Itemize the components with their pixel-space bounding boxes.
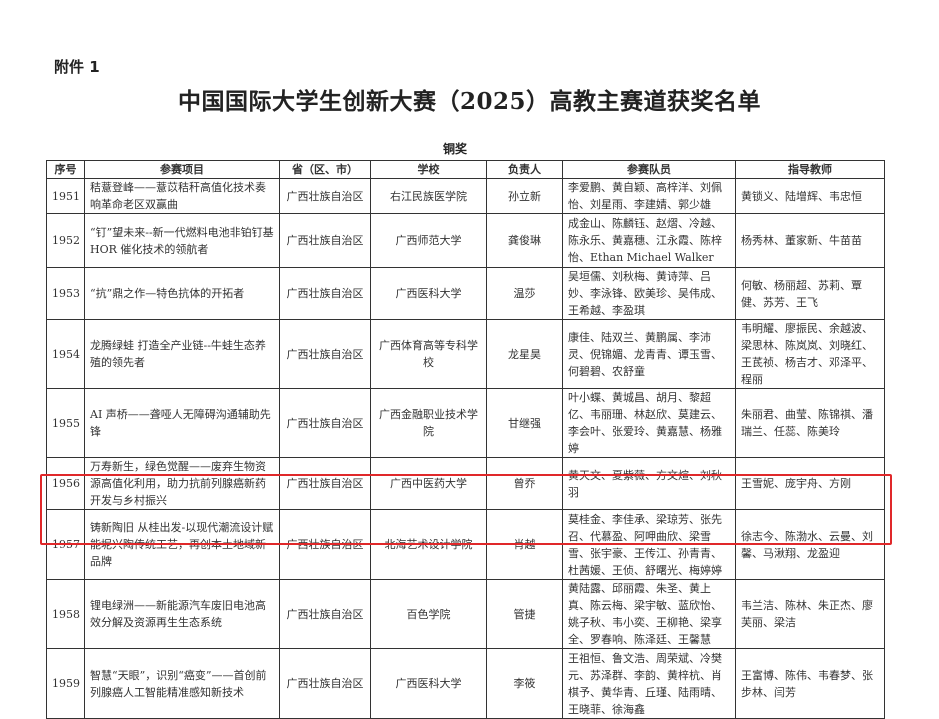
cell-no: 1955 bbox=[46, 388, 85, 458]
table-row: 1956 万寿新生，绿色觉醒——废弃生物资源高值化利用，助力抗前列腺癌新药开发与乡… bbox=[46, 457, 885, 510]
cell-leader: 龚俊琳 bbox=[486, 213, 563, 268]
cell-leader: 李筱 bbox=[486, 648, 563, 719]
cell-school: 广西医科大学 bbox=[370, 267, 487, 320]
cell-members: 吴垣儒、刘秋梅、黄诗萍、吕妙、李泳锋、欧美珍、吴伟成、王希越、李盈琪 bbox=[562, 267, 736, 320]
cell-no: 1956 bbox=[46, 457, 85, 510]
cell-no: 1953 bbox=[46, 267, 85, 320]
cell-teachers: 韦明耀、廖振民、余越波、梁思林、陈岚岚、刘晓红、王茋祯、杨吉才、邓泽平、程丽 bbox=[735, 319, 885, 389]
table-row: 1959 智慧“天眼”，识别“癌变”——首创前列腺癌人工智能精准感知新技术 广西壮族… bbox=[46, 648, 885, 719]
table-row: 1953 “抗”鼎之作—特色抗体的开拓者 广西壮族自治区 广西医科大学 温莎 吴垣儒、刘秋… bbox=[46, 267, 885, 320]
cell-school: 广西医科大学 bbox=[370, 648, 487, 719]
cell-school: 右江民族医学院 bbox=[370, 178, 487, 214]
cell-school: 广西中医药大学 bbox=[370, 457, 487, 510]
cell-school: 广西体育高等专科学校 bbox=[370, 319, 487, 389]
cell-leader: 管捷 bbox=[486, 579, 563, 649]
cell-teachers: 何敏、杨丽超、苏莉、覃健、苏芳、王飞 bbox=[735, 267, 885, 320]
cell-members: 李爱鹏、黄自颖、高梓洋、刘佩怡、刘星雨、李建婧、郭少雄 bbox=[562, 178, 736, 214]
cell-no: 1954 bbox=[46, 319, 85, 389]
cell-province: 广西壮族自治区 bbox=[279, 579, 371, 649]
cell-teachers: 徐志今、陈渤水、云曼、刘馨、马湫翔、龙盈迎 bbox=[735, 509, 885, 580]
cell-school: 广西师范大学 bbox=[370, 213, 487, 268]
cell-province: 广西壮族自治区 bbox=[279, 319, 371, 389]
cell-province: 广西壮族自治区 bbox=[279, 388, 371, 458]
column-header-teachers: 指导教师 bbox=[735, 160, 885, 179]
cell-province: 广西壮族自治区 bbox=[279, 509, 371, 580]
cell-province: 广西壮族自治区 bbox=[279, 178, 371, 214]
cell-school: 百色学院 bbox=[370, 579, 487, 649]
cell-no: 1958 bbox=[46, 579, 85, 649]
award-table: 序号 参赛项目 省（区、市） 学校 负责人 参赛队员 指导教师 1951 秸薏登峰——薏苡秸秆… bbox=[46, 160, 885, 719]
cell-project: AI 声桥——聋哑人无障碍沟通辅助先锋 bbox=[84, 388, 280, 458]
table-row: 1952 “钉”望未来--新一代燃料电池非铂钉基 HOR 催化技术的领航者 广西壮族… bbox=[46, 213, 885, 268]
cell-members: 康佳、陆双兰、黄鹏属、李沛灵、倪锦媚、龙青青、谭玉雪、何碧碧、农舒童 bbox=[562, 319, 736, 389]
cell-project: 铸新陶旧 从桂出发-以现代潮流设计赋能坭兴陶传统工艺，再创本土地域新品牌 bbox=[84, 509, 280, 580]
table-row: 1955 AI 声桥——聋哑人无障碍沟通辅助先锋 广西壮族自治区 广西金融职业技术学院… bbox=[46, 388, 885, 458]
cell-leader: 孙立新 bbox=[486, 178, 563, 214]
cell-project: 锂电绿洲——新能源汽车废旧电池高效分解及资源再生生态系统 bbox=[84, 579, 280, 649]
cell-no: 1959 bbox=[46, 648, 85, 719]
column-header-leader: 负责人 bbox=[486, 160, 563, 179]
table-header-row: 序号 参赛项目 省（区、市） 学校 负责人 参赛队员 指导教师 bbox=[46, 160, 885, 179]
cell-leader: 曾乔 bbox=[486, 457, 563, 510]
column-header-school: 学校 bbox=[370, 160, 487, 179]
cell-teachers: 杨秀林、董家新、牛苗苗 bbox=[735, 213, 885, 268]
cell-members: 叶小蝶、黄城昌、胡月、黎超亿、韦丽珊、林赵欣、莫建云、李会叶、张爱玲、黄嘉慧、杨… bbox=[562, 388, 736, 458]
cell-no: 1957 bbox=[46, 509, 85, 580]
cell-leader: 肖越 bbox=[486, 509, 563, 580]
cell-members: 成金山、陈麟钰、赵熠、冷越、陈永乐、黄嘉穗、江永霞、陈梓怡、Ethan Mich… bbox=[562, 213, 736, 268]
cell-members: 黄天文、夏紫薇、方文煊、刘秋羽 bbox=[562, 457, 736, 510]
cell-teachers: 王富博、陈伟、韦春梦、张步林、闫芳 bbox=[735, 648, 885, 719]
cell-no: 1952 bbox=[46, 213, 85, 268]
cell-members: 黄陆露、邱丽霞、朱圣、黄上真、陈云梅、梁宇敏、蓝欣怡、姚子秋、韦小奕、王柳艳、梁… bbox=[562, 579, 736, 649]
cell-project: “钉”望未来--新一代燃料电池非铂钉基 HOR 催化技术的领航者 bbox=[84, 213, 280, 268]
table-row: 1958 锂电绿洲——新能源汽车废旧电池高效分解及资源再生生态系统 广西壮族自治区百… bbox=[46, 579, 885, 649]
cell-school: 广西金融职业技术学院 bbox=[370, 388, 487, 458]
award-level-heading: 铜奖 bbox=[443, 142, 468, 156]
cell-province: 广西壮族自治区 bbox=[279, 267, 371, 320]
cell-teachers: 王雪妮、庞宇舟、方刚 bbox=[735, 457, 885, 510]
cell-province: 广西壮族自治区 bbox=[279, 648, 371, 719]
cell-project: 万寿新生，绿色觉醒——废弃生物资源高值化利用，助力抗前列腺癌新药开发与乡村振兴 bbox=[84, 457, 280, 510]
column-header-members: 参赛队员 bbox=[562, 160, 736, 179]
cell-members: 王祖恒、鲁文浩、周荣斌、冷樊元、苏泽群、李韵、黄梓杭、肖棋予、黄华青、丘瑾、陆雨… bbox=[562, 648, 736, 719]
cell-leader: 甘继强 bbox=[486, 388, 563, 458]
cell-province: 广西壮族自治区 bbox=[279, 213, 371, 268]
table-row: 1957 铸新陶旧 从桂出发-以现代潮流设计赋能坭兴陶传统工艺，再创本土地域新品牌… bbox=[46, 509, 885, 580]
table-row: 1951 秸薏登峰——薏苡秸秆高值化技术奏响革命老区双赢曲 广西壮族自治区 右江民族医… bbox=[46, 178, 885, 214]
column-header-province: 省（区、市） bbox=[279, 160, 371, 179]
cell-province: 广西壮族自治区 bbox=[279, 457, 371, 510]
cell-project: 智慧“天眼”，识别“癌变”——首创前列腺癌人工智能精准感知新技术 bbox=[84, 648, 280, 719]
cell-project: “抗”鼎之作—特色抗体的开拓者 bbox=[84, 267, 280, 320]
cell-leader: 温莎 bbox=[486, 267, 563, 320]
cell-no: 1951 bbox=[46, 178, 85, 214]
cell-leader: 龙星昊 bbox=[486, 319, 563, 389]
cell-project: 秸薏登峰——薏苡秸秆高值化技术奏响革命老区双赢曲 bbox=[84, 178, 280, 214]
cell-project: 龙腾绿蛙 打造全产业链--牛蛙生态养殖的领先者 bbox=[84, 319, 280, 389]
cell-teachers: 黄锁义、陆增辉、韦忠恒 bbox=[735, 178, 885, 214]
column-header-no: 序号 bbox=[46, 160, 85, 179]
cell-teachers: 韦兰洁、陈林、朱正杰、廖芙丽、梁洁 bbox=[735, 579, 885, 649]
column-header-project: 参赛项目 bbox=[84, 160, 280, 179]
table-row: 1954 龙腾绿蛙 打造全产业链--牛蛙生态养殖的领先者 广西壮族自治区 广西体育高等… bbox=[46, 319, 885, 389]
cell-members: 莫桂金、李佳承、梁琼芳、张先召、代慕盈、阿呷曲欣、梁雪雪、张宇豪、王传江、孙青青… bbox=[562, 509, 736, 580]
cell-teachers: 朱丽君、曲莹、陈锦祺、潘瑞兰、任蕊、陈美玲 bbox=[735, 388, 885, 458]
cell-school: 北海艺术设计学院 bbox=[370, 509, 487, 580]
attachment-label: 附件 1 bbox=[54, 58, 100, 76]
page-title: 中国国际大学生创新大赛（2025）高教主赛道获奖名单 bbox=[177, 88, 761, 115]
